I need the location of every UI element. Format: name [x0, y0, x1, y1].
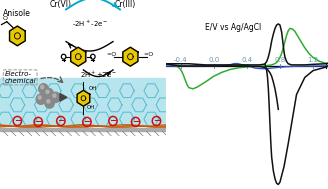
Circle shape [51, 92, 60, 102]
Text: Cr(VI): Cr(VI) [50, 0, 72, 9]
Text: =O: =O [143, 52, 154, 57]
Text: OH: OH [89, 86, 97, 91]
Text: =O: =O [106, 52, 116, 57]
Circle shape [47, 100, 50, 103]
Text: -0.4: -0.4 [174, 57, 187, 63]
Polygon shape [60, 94, 67, 101]
Text: 0.8: 0.8 [274, 57, 286, 63]
Text: 0.4: 0.4 [241, 57, 252, 63]
Text: −: − [109, 116, 117, 125]
Text: −: − [14, 116, 21, 125]
Text: Electro-
chemical: Electro- chemical [4, 71, 36, 84]
Circle shape [53, 94, 56, 97]
Text: 2H$^+$+2e$^-$: 2H$^+$+2e$^-$ [80, 70, 117, 81]
Polygon shape [77, 90, 90, 106]
Text: −: − [153, 116, 160, 125]
Text: 1.2: 1.2 [308, 57, 318, 63]
Text: −: − [132, 117, 139, 126]
Circle shape [41, 85, 44, 89]
Polygon shape [71, 47, 86, 66]
Bar [0, 78, 174, 126]
Text: E/V vs Ag/AgCl: E/V vs Ag/AgCl [205, 23, 262, 32]
Text: −: − [34, 117, 42, 126]
Text: Anisole: Anisole [3, 9, 31, 18]
Polygon shape [123, 47, 138, 66]
Polygon shape [10, 26, 25, 46]
Text: O: O [3, 16, 8, 21]
Circle shape [38, 96, 41, 99]
Bar [0, 128, 174, 131]
Text: 0.0: 0.0 [208, 57, 219, 63]
Circle shape [39, 84, 48, 94]
Text: Cr(III): Cr(III) [114, 0, 136, 9]
Circle shape [44, 88, 53, 99]
Circle shape [45, 98, 54, 108]
Text: OH: OH [87, 105, 95, 110]
Circle shape [46, 90, 49, 94]
Circle shape [36, 94, 46, 104]
Text: −: − [83, 117, 91, 126]
Text: −: − [57, 116, 65, 125]
Text: -2H$^+$-2e$^-$: -2H$^+$-2e$^-$ [72, 19, 109, 29]
